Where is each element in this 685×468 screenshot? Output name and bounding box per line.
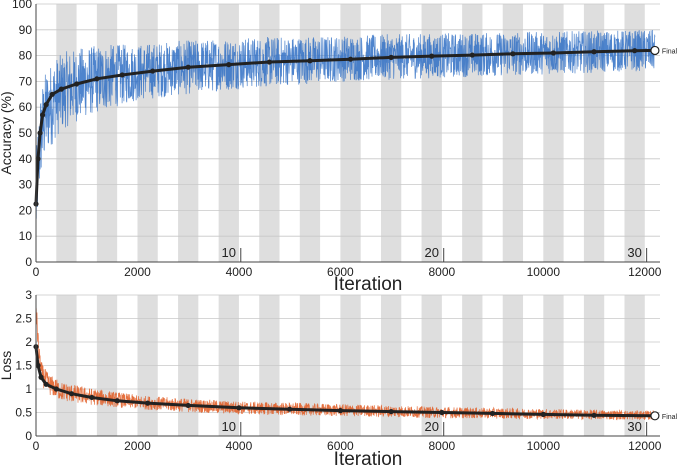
smoothed-point <box>347 56 354 62</box>
y-tick-label: 50 <box>19 126 33 140</box>
y-tick-label: 40 <box>19 152 33 166</box>
x-tick-label: 2000 <box>124 439 151 453</box>
y-tick-label: 1.5 <box>15 359 32 373</box>
x-tick-label: 12000 <box>628 265 662 279</box>
epoch-label: 10 <box>222 419 236 434</box>
smoothed-point <box>540 411 546 417</box>
smoothed-point <box>388 54 394 61</box>
smoothed-point <box>287 406 293 412</box>
smoothed-point <box>185 402 191 409</box>
smoothed-point <box>35 362 41 369</box>
x-tick-label: 6000 <box>327 265 354 279</box>
smoothed-point <box>53 386 59 392</box>
x-tick-label: 10000 <box>527 439 561 453</box>
smoothed-point <box>114 398 120 404</box>
smoothed-point <box>39 112 46 118</box>
epoch-label: 30 <box>627 245 641 260</box>
epoch-label: 30 <box>627 419 641 434</box>
final-label: Final <box>662 48 678 55</box>
x-axis-label: Iteration <box>334 274 403 295</box>
x-tick-label: 8000 <box>429 439 456 453</box>
y-tick-label: 100 <box>12 0 32 11</box>
epoch-label: 20 <box>424 419 438 434</box>
x-tick-label: 2000 <box>124 265 151 279</box>
smoothed-point <box>43 381 49 387</box>
smoothed-point <box>35 156 41 162</box>
smoothed-point <box>236 405 242 411</box>
y-tick-label: 90 <box>19 23 33 37</box>
smoothed-point <box>489 410 496 417</box>
smoothed-point <box>337 408 343 414</box>
epoch-label: 10 <box>222 245 236 260</box>
smoothed-point <box>185 64 191 70</box>
y-tick-label: 0.5 <box>15 406 32 420</box>
epoch-label: 20 <box>424 245 438 260</box>
smoothed-point <box>37 130 43 136</box>
y-tick-label: 70 <box>19 74 33 88</box>
smoothed-point <box>266 59 272 65</box>
y-tick-label: 3 <box>25 288 32 302</box>
chart-panel-1: Final 0 10 20 30 40 50 60 70 80 90 100 0 2000 4000 6000… <box>0 0 678 295</box>
x-tick-label: 8000 <box>429 265 456 279</box>
x-tick-label: 4000 <box>226 265 253 279</box>
y-axis-label: Accuracy (%) <box>0 91 14 174</box>
smoothed-point <box>439 409 445 416</box>
x-tick-label: 0 <box>33 265 40 279</box>
x-tick-label: 4000 <box>226 439 253 453</box>
x-tick-label: 12000 <box>628 439 662 453</box>
smoothed-point <box>150 68 156 74</box>
y-tick-label: 30 <box>19 178 33 192</box>
y-tick-label: 10 <box>19 229 33 243</box>
final-label: Final <box>662 414 678 421</box>
smoothed-point <box>49 91 55 97</box>
smoothed-point <box>591 49 597 55</box>
smoothed-point <box>388 408 394 415</box>
y-tick-label: 1 <box>25 382 32 396</box>
smoothed-point <box>145 400 151 406</box>
y-tick-label: 20 <box>19 203 33 217</box>
x-tick-label: 0 <box>33 439 40 453</box>
smoothed-point <box>68 391 75 397</box>
y-tick-label: 0 <box>25 255 32 269</box>
smoothed-point <box>73 81 80 87</box>
smoothed-point <box>58 86 64 92</box>
smoothed-point <box>429 53 435 59</box>
y-axis-label: Loss <box>0 351 14 381</box>
smoothed-point <box>94 76 100 82</box>
y-tick-label: 60 <box>19 100 33 114</box>
smoothed-point <box>307 58 313 64</box>
smoothed-point <box>550 50 557 56</box>
smoothed-point <box>632 48 638 54</box>
final-marker <box>650 45 660 56</box>
smoothed-point <box>469 52 475 58</box>
y-tick-label: 0 <box>25 429 32 443</box>
smoothed-point <box>591 412 597 418</box>
x-axis-label: Iteration <box>334 449 403 468</box>
smoothed-point <box>119 72 125 78</box>
smoothed-point <box>510 51 516 57</box>
y-tick-label: 2.5 <box>15 312 32 326</box>
smoothed-point <box>43 102 49 108</box>
smoothed-point <box>226 62 232 68</box>
x-tick-label: 10000 <box>527 265 561 279</box>
x-tick-label: 6000 <box>327 439 354 453</box>
final-marker <box>650 411 660 421</box>
y-tick-label: 2 <box>25 335 32 349</box>
y-tick-label: 80 <box>19 49 33 63</box>
smoothed-point <box>38 374 44 380</box>
smoothed-point <box>89 394 95 401</box>
